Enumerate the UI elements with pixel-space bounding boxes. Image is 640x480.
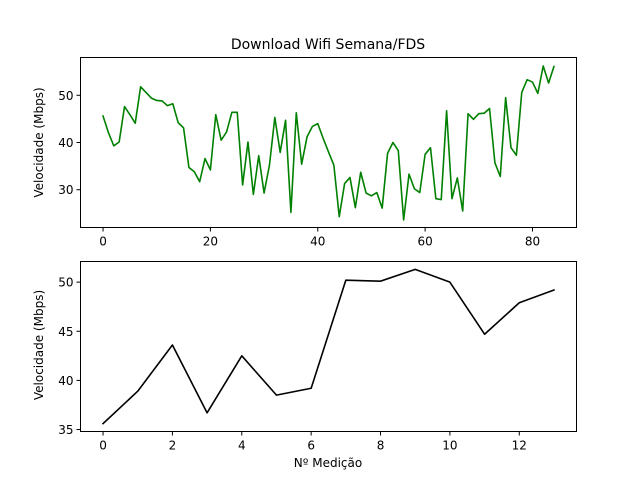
chart-top-xtick-label-1: 20 xyxy=(203,235,218,249)
chart-bottom-ytick-label-1: 40 xyxy=(58,374,73,388)
chart-top-frame xyxy=(80,57,577,228)
chart-top-series-line-0 xyxy=(102,65,555,221)
chart-bottom-ticks: 0 2 4 6 8 10 12 35 40 45 50 xyxy=(58,276,527,453)
chart-top-ytick-label-1: 40 xyxy=(58,136,73,150)
chart-bottom-xtick-label-5: 10 xyxy=(442,439,457,453)
chart-bottom-xtick-label-4: 8 xyxy=(377,439,385,453)
chart-bottom-frame xyxy=(80,261,577,432)
chart-top-xtick-label-2: 40 xyxy=(310,235,325,249)
chart-bottom-xtick-label-3: 6 xyxy=(307,439,315,453)
chart-bottom-series xyxy=(101,268,555,425)
chart-top-xtick-label-0: 0 xyxy=(99,235,107,249)
chart-top-series xyxy=(102,65,555,221)
chart-bottom-ylabel: Velocidade (Mbps) xyxy=(32,290,46,400)
chart-bottom-xtick-label-6: 12 xyxy=(512,439,527,453)
chart-bottom-ytick-label-2: 45 xyxy=(58,325,73,339)
chart-top-ytick-label-0: 30 xyxy=(58,183,73,197)
chart-top-title: Download Wifi Semana/FDS xyxy=(231,37,425,53)
chart-bottom-xtick-label-0: 0 xyxy=(99,439,107,453)
chart-bottom-series-line-0 xyxy=(101,268,555,425)
chart-top-ytick-label-2: 50 xyxy=(58,89,73,103)
chart-top-xtick-label-4: 80 xyxy=(525,235,540,249)
chart-bottom-xlabel: Nº Medição xyxy=(294,456,362,470)
chart-top-xtick-label-3: 60 xyxy=(417,235,432,249)
chart-bottom-xtick-label-1: 2 xyxy=(169,439,177,453)
chart-bottom-ytick-label-3: 50 xyxy=(58,276,73,290)
chart-bottom-xtick-label-2: 4 xyxy=(238,439,246,453)
chart-bottom: Velocidade (Mbps) Nº Medição 0 2 4 6 8 10 12 35… xyxy=(32,261,577,470)
chart-top-ylabel: Velocidade (Mbps) xyxy=(32,87,46,197)
chart-bottom-ytick-label-0: 35 xyxy=(58,423,73,437)
chart-top-ticks: 0 20 40 60 80 30 40 50 xyxy=(58,89,540,249)
chart-top: Download Wifi Semana/FDS Velocidade (Mbp… xyxy=(32,37,577,249)
